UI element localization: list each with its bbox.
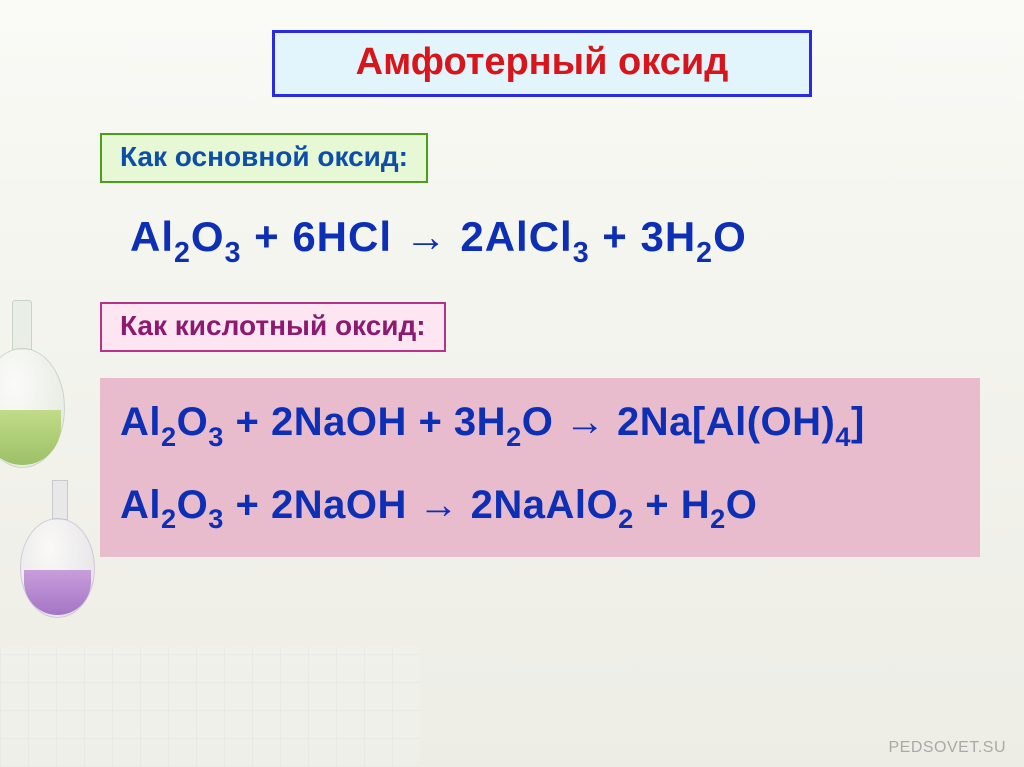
eq-sub: 3 [208,421,224,452]
eq-sub: 3 [573,237,590,269]
eq-sub: 2 [710,503,726,534]
arrow-icon: → [565,400,606,444]
eq-sub: 2 [506,421,522,452]
eq-sub: 3 [225,237,242,269]
eq-part: 2Na[Al(OH) [605,400,835,444]
eq-sub: 3 [208,503,224,534]
equation-1: Al2O3 + 6HCl → 2AlCl3 + 3H2O [130,213,964,268]
title-text: Амфотерный оксид [356,41,729,83]
eq-part: Al [120,400,161,444]
eq-part: O [177,483,209,527]
eq-part: O [726,483,758,527]
watermark: PEDSOVET.SU [888,739,1006,757]
eq-part: Al [130,213,174,260]
arrow-icon: → [405,213,448,260]
eq-part: ] [851,400,865,444]
eq-part: O [177,400,209,444]
eq-part: + 2NaOH [224,483,419,527]
eq-part: 2NaAlO [459,483,618,527]
eq-sub: 2 [161,421,177,452]
subheading-acidic: Как кислотный оксид: [100,302,446,352]
equation-block: Al2O3 + 2NaOH + 3H2O → 2Na[Al(OH)4] Al2O… [100,378,980,556]
eq-part: 2AlCl [448,213,573,260]
eq-part: + 3H [590,213,697,260]
title-box: Амфотерный оксид [272,30,812,97]
eq-part: Al [120,483,161,527]
equation-2: Al2O3 + 2NaOH + 3H2O → 2Na[Al(OH)4] [120,402,960,448]
eq-part: O [191,213,225,260]
eq-sub: 2 [161,503,177,534]
eq-sub: 2 [696,237,713,269]
eq-part: O [713,213,747,260]
eq-sub: 4 [835,421,851,452]
arrow-icon: → [418,483,459,527]
eq-sub: 2 [174,237,191,269]
slide-content: Амфотерный оксид Как основной оксид: Al2… [0,0,1024,767]
equation-3: Al2O3 + 2NaOH → 2NaAlO2 + H2O [120,485,960,531]
eq-part: + 2NaOH + 3H [224,400,506,444]
eq-part: O [522,400,565,444]
eq-part: + H [634,483,710,527]
subheading-basic: Как основной оксид: [100,133,428,183]
eq-part: + 6HCl [241,213,404,260]
eq-sub: 2 [618,503,634,534]
